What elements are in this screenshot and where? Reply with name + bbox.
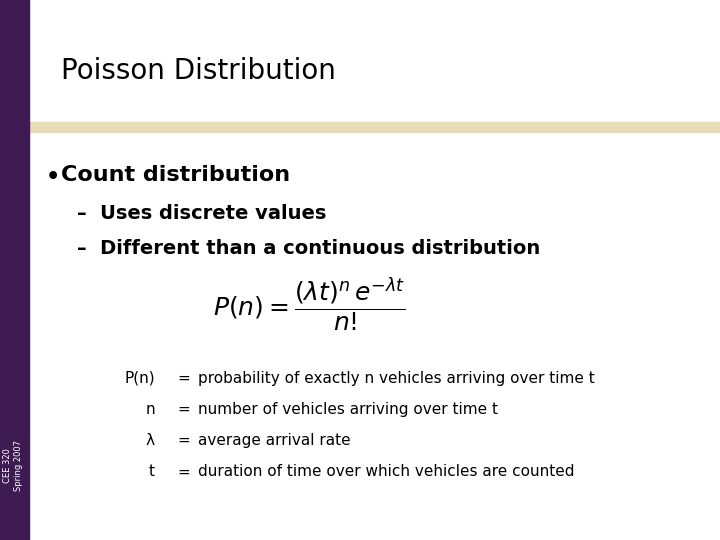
Text: –  Different than a continuous distribution: – Different than a continuous distributi… xyxy=(77,239,540,258)
Text: λ: λ xyxy=(145,433,155,448)
Text: =: = xyxy=(177,402,190,417)
Text: n: n xyxy=(145,402,155,417)
Text: number of vehicles arriving over time t: number of vehicles arriving over time t xyxy=(198,402,498,417)
Text: =: = xyxy=(177,464,190,480)
Text: average arrival rate: average arrival rate xyxy=(198,433,351,448)
Text: •: • xyxy=(45,167,60,187)
Text: =: = xyxy=(177,433,190,448)
Text: $\mathit{P(n)=\dfrac{(\lambda t)^n\, e^{-\lambda t}}{n!}}$: $\mathit{P(n)=\dfrac{(\lambda t)^n\, e^{… xyxy=(213,276,406,334)
Text: probability of exactly n vehicles arriving over time t: probability of exactly n vehicles arrivi… xyxy=(198,370,595,386)
Text: Count distribution: Count distribution xyxy=(61,165,290,185)
Text: =: = xyxy=(177,370,190,386)
Text: duration of time over which vehicles are counted: duration of time over which vehicles are… xyxy=(198,464,575,480)
Text: P(n): P(n) xyxy=(124,370,155,386)
Text: t: t xyxy=(149,464,155,480)
Text: CEE 320
Spring 2007: CEE 320 Spring 2007 xyxy=(4,441,22,491)
Text: –  Uses discrete values: – Uses discrete values xyxy=(77,204,326,223)
Text: Poisson Distribution: Poisson Distribution xyxy=(61,57,336,85)
